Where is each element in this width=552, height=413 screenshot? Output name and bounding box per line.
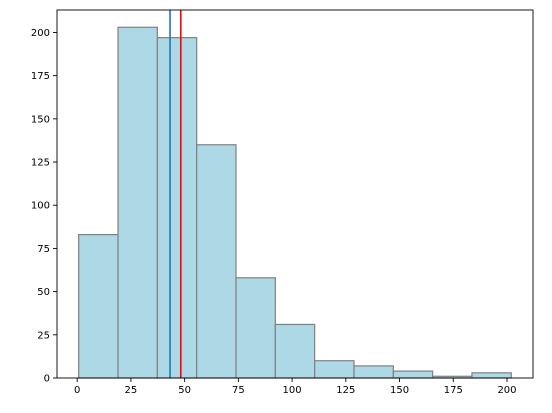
y-tick-label: 100 [31,201,50,212]
x-tick-label: 150 [390,385,409,396]
y-tick-label: 0 [44,374,50,385]
histogram-bar [274,323,316,379]
histogram-bar [314,360,355,379]
y-tick-label: 75 [37,244,50,255]
histogram-bar [156,37,198,379]
y-tick-label: 125 [31,158,50,169]
x-axis-ticks: 0 25 50 75 100 125 150 175 200 [74,378,517,396]
histogram-bar [196,144,237,379]
x-tick-label: 50 [178,385,191,396]
histogram-bar [117,26,158,379]
x-tick-label: 125 [336,385,355,396]
x-tick-label: 175 [444,385,463,396]
y-tick-label: 25 [37,330,50,341]
x-tick-label: 200 [497,385,516,396]
histogram-bar [353,365,394,379]
histogram-bar [235,277,276,379]
histogram-bar [471,372,512,379]
x-tick-label: 75 [232,385,245,396]
y-tick-label: 50 [37,287,50,298]
y-tick-label: 150 [31,114,50,125]
x-tick-label: 100 [283,385,302,396]
plot-frame [56,9,534,379]
histogram-bar [392,370,434,379]
reference-lines [169,10,182,378]
x-tick-label: 25 [125,385,138,396]
histogram-bars [78,26,512,379]
y-axis-ticks: 0 25 50 75 100 125 150 175 200 [31,28,57,385]
histogram-bar [78,234,119,379]
x-tick-label: 0 [74,385,80,396]
y-tick-label: 200 [31,28,50,39]
y-tick-label: 175 [31,71,50,82]
